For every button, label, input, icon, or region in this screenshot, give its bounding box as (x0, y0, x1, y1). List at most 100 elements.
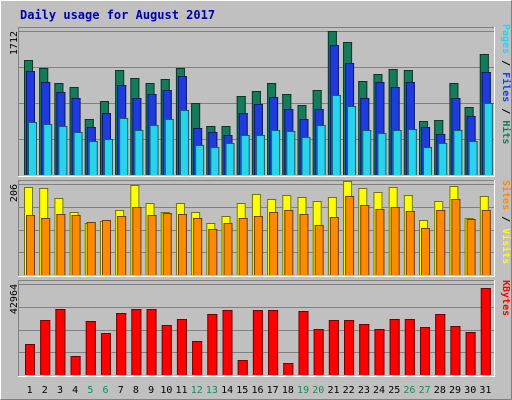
bars (24, 31, 493, 175)
bar-kbytes (435, 314, 446, 375)
bar-sites (314, 225, 324, 275)
bar-kbytes (344, 320, 355, 375)
x-tick-label: 26 (403, 385, 415, 396)
bar-sites (147, 215, 157, 275)
x-tick-label: 16 (251, 385, 263, 396)
x-tick-label: 4 (72, 385, 78, 396)
bar-sites (466, 219, 476, 275)
x-tick-label: 1 (27, 385, 33, 396)
panel-visits-sites: 206 Sites / Visits (9, 180, 512, 277)
bar-pages (271, 130, 281, 175)
bar-kbytes (40, 320, 51, 375)
bar-pages (316, 125, 326, 175)
bar-sites (481, 210, 491, 275)
x-tick-label: 15 (236, 385, 248, 396)
bar-kbytes (298, 311, 309, 375)
bar-kbytes (480, 288, 491, 375)
bar-pages (240, 135, 250, 175)
bar-pages (149, 125, 159, 175)
legend-item: Hits (500, 120, 512, 144)
bar-sites (86, 222, 96, 275)
x-tick-label: 10 (160, 385, 172, 396)
bar-sites (162, 213, 172, 275)
bar-kbytes (420, 327, 431, 375)
bar-kbytes (268, 310, 279, 375)
bar-pages (423, 147, 433, 175)
bar-sites (284, 210, 294, 275)
x-tick-label: 8 (133, 385, 139, 396)
bar-kbytes (100, 333, 111, 375)
legend-item: KBytes (500, 280, 511, 316)
bar-kbytes (465, 332, 476, 375)
legend-item: Visits (500, 228, 512, 264)
x-tick-label: 25 (388, 385, 400, 396)
bar-pages (119, 118, 129, 175)
bar-pages (453, 130, 463, 175)
legend-item: Files (500, 72, 512, 102)
bar-sites (101, 220, 111, 275)
bar-sites (117, 216, 127, 275)
bar-sites (390, 207, 400, 275)
y-max-label: 42964 (9, 284, 20, 314)
x-tick-label: 28 (434, 385, 446, 396)
bar-kbytes (131, 309, 142, 375)
x-tick-label: 23 (358, 385, 370, 396)
bar-kbytes (374, 329, 385, 375)
bar-kbytes (70, 356, 81, 375)
legend-item: Sites (500, 180, 512, 210)
bar-sites (375, 209, 385, 275)
x-tick-label: 22 (343, 385, 355, 396)
x-tick-label: 9 (148, 385, 154, 396)
bar-pages (331, 95, 341, 175)
bar-sites (299, 214, 309, 275)
bar-kbytes (313, 329, 324, 375)
bar-sites (132, 207, 142, 275)
x-tick-label: 24 (373, 385, 385, 396)
bar-pages (225, 143, 235, 175)
bar-sites (436, 210, 446, 275)
bar-sites (193, 218, 203, 275)
bar-sites (71, 215, 81, 275)
bar-sites (421, 228, 431, 275)
x-tick-label: 30 (464, 385, 476, 396)
bar-sites (253, 216, 263, 275)
bar-kbytes (283, 363, 294, 375)
legend-item: / (500, 102, 511, 120)
bar-pages (286, 131, 296, 175)
y-max-label: 1712 (9, 31, 20, 55)
bar-pages (377, 133, 387, 175)
bar-kbytes (161, 325, 172, 375)
bar-kbytes (25, 344, 35, 375)
bar-sites (177, 214, 187, 275)
bar-sites (41, 218, 51, 275)
bar-sites (223, 223, 233, 275)
x-axis-day-labels: 1 2 3 4 5 6 7 8 9 10 11 12 13 14 15 16 17 18 19 20 21 22 23 24 2… (27, 385, 492, 396)
x-tick-label: 27 (419, 385, 431, 396)
x-tick-label: 5 (87, 385, 93, 396)
bar-kbytes (116, 313, 127, 375)
bar-pages (255, 135, 265, 175)
y-max-label: 206 (9, 184, 20, 202)
chart-panels: 1712 Pages / Files / Hits 206 Sites / Visit… (9, 24, 512, 377)
bar-kbytes (450, 326, 461, 375)
bar-kbytes (146, 309, 157, 375)
bar-pages (28, 122, 37, 175)
x-tick-label: 14 (221, 385, 233, 396)
x-tick-label: 17 (267, 385, 279, 396)
legend-visits-sites: Sites / Visits (500, 180, 512, 264)
bar-pages (362, 130, 372, 175)
bar-pages (210, 147, 220, 175)
bar-kbytes (252, 310, 263, 375)
bar-pages (407, 129, 417, 175)
bar-kbytes (55, 309, 66, 375)
x-tick-label: 18 (282, 385, 294, 396)
panel-kbytes: 42964 KBytes (9, 280, 511, 377)
x-tick-label: 3 (57, 385, 63, 396)
x-tick-label: 11 (176, 385, 188, 396)
bar-pages (468, 141, 478, 175)
x-tick-label: 6 (103, 385, 109, 396)
bar-pages (134, 130, 144, 175)
x-tick-label: 21 (327, 385, 339, 396)
bar-kbytes (404, 319, 415, 375)
